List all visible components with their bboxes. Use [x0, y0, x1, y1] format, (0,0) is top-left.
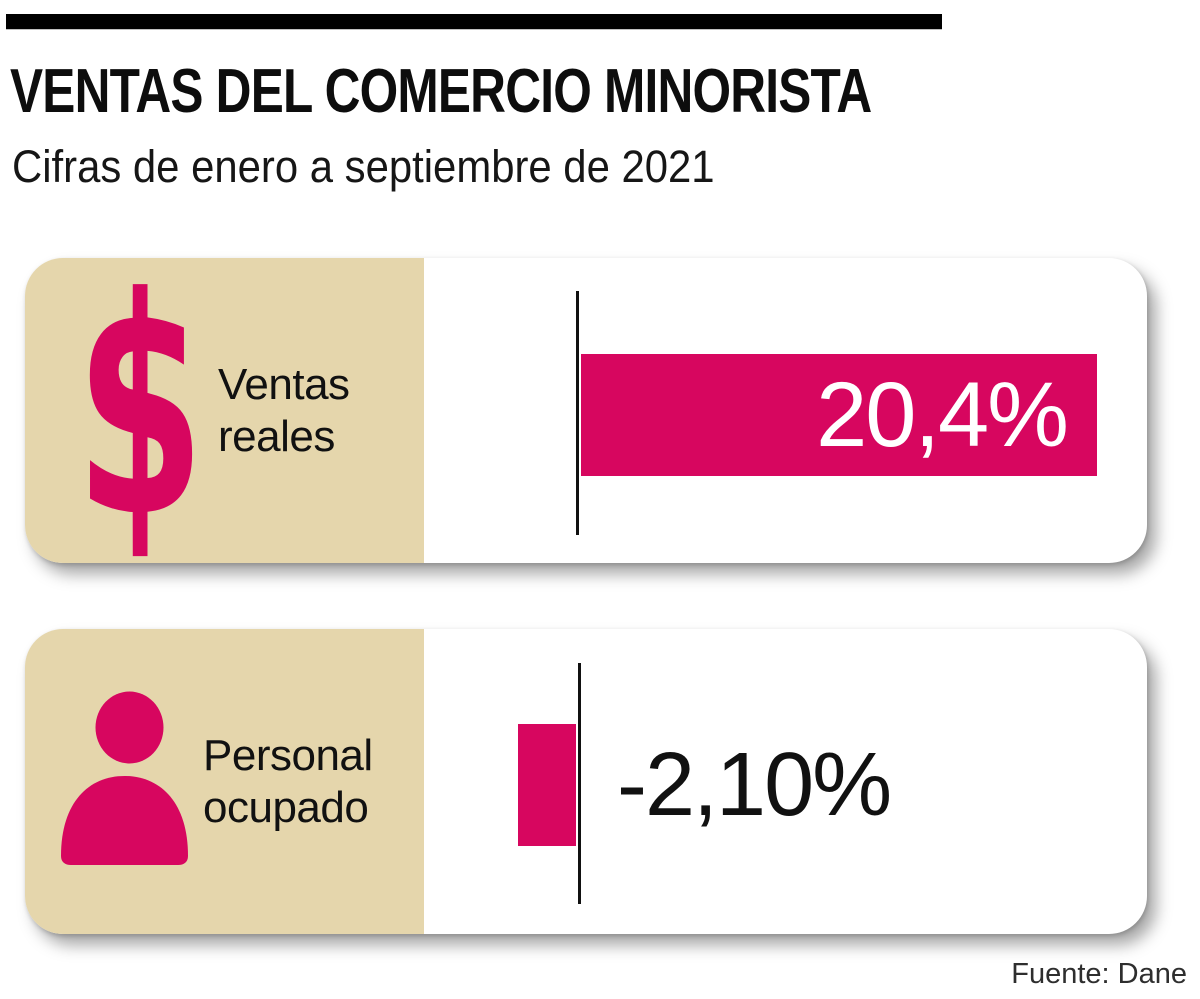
- metric-label-personal: Personal ocupado: [203, 629, 373, 934]
- metric-card-ventas-reales: $ Ventas reales 20,4%: [25, 233, 1147, 583]
- metric-label-line2: ocupado: [203, 782, 369, 832]
- metric-label-ventas: Ventas reales: [218, 258, 350, 563]
- baseline-axis: [578, 663, 581, 904]
- personal-icon-panel: Personal ocupado: [25, 629, 424, 934]
- metric-label-line1: Ventas: [218, 359, 350, 409]
- top-accent-bar: [6, 14, 942, 29]
- metric-label-line2: reales: [218, 411, 335, 461]
- value-label-personal: -2,10%: [617, 734, 892, 835]
- page-title: VENTAS DEL COMERCIO MINORISTA: [10, 57, 872, 126]
- source-note: Fuente: Dane: [1011, 958, 1187, 990]
- metric-card-personal-ocupado: Personal ocupado -2,10%: [25, 629, 1147, 934]
- value-label-ventas: 20,4%: [816, 363, 1069, 466]
- svg-text:$: $: [75, 260, 204, 560]
- ventas-icon-panel: $ Ventas reales: [25, 233, 424, 583]
- value-bar-personal: [518, 724, 576, 846]
- value-bar-ventas: 20,4%: [581, 354, 1097, 476]
- person-icon: [53, 684, 213, 879]
- page-subtitle: Cifras de enero a septiembre de 2021: [12, 141, 715, 192]
- baseline-axis: [576, 291, 579, 535]
- metric-label-line1: Personal: [203, 730, 373, 780]
- dollar-icon: $: [65, 233, 215, 583]
